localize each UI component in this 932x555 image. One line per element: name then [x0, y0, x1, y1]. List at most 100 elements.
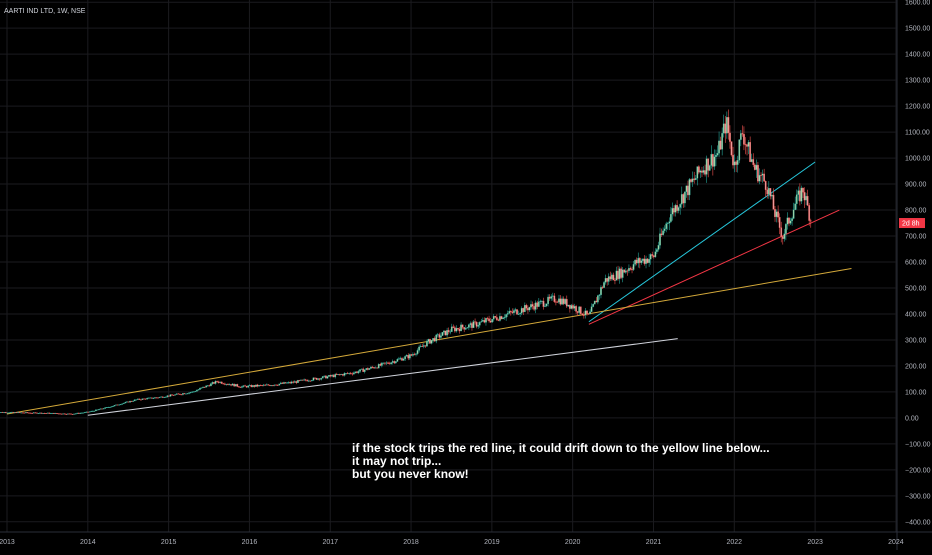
- candle-body: [718, 141, 719, 153]
- candle-body: [157, 398, 158, 399]
- candle-body: [673, 208, 674, 212]
- candle-body: [303, 380, 304, 381]
- candle-body: [7, 413, 8, 414]
- candle-body: [496, 317, 497, 319]
- y-tick-label: 700.00: [905, 234, 927, 241]
- candle-body: [224, 384, 225, 385]
- candle-body: [16, 412, 17, 413]
- candle-body: [14, 412, 15, 413]
- candle-body: [33, 413, 34, 414]
- candle-body: [644, 259, 645, 264]
- candle-body: [187, 393, 188, 394]
- candle-body: [384, 363, 385, 364]
- candle-body: [669, 222, 670, 224]
- candle-body: [417, 350, 418, 353]
- candle-body: [92, 411, 93, 412]
- candle-body: [403, 359, 404, 360]
- candle-body: [22, 413, 23, 414]
- candle-body: [349, 373, 350, 374]
- candle-body: [779, 217, 780, 227]
- candle-body: [123, 403, 124, 404]
- candle-body: [770, 188, 771, 196]
- candle-body: [55, 413, 56, 414]
- candle-body: [605, 278, 606, 282]
- candle-body: [720, 141, 721, 149]
- candle-body: [53, 413, 54, 414]
- candle-body: [218, 382, 219, 383]
- candle-body: [277, 385, 278, 386]
- candle-body: [715, 155, 716, 157]
- candle-body: [641, 261, 642, 263]
- candle-body: [676, 205, 677, 211]
- candle-body: [47, 413, 48, 414]
- candle-body: [165, 397, 166, 398]
- candle-body: [114, 405, 115, 406]
- candle-body: [230, 384, 231, 385]
- y-tick-label: 1100.00: [905, 130, 930, 137]
- candle-body: [485, 318, 486, 322]
- annotation-line-1: if the stock trips the red line, it coul…: [352, 441, 770, 455]
- candle-body: [555, 302, 556, 303]
- candle-body: [352, 374, 353, 375]
- candle-body: [801, 188, 802, 201]
- candle-body: [335, 374, 336, 377]
- candle-body: [61, 414, 62, 415]
- candle-body: [229, 384, 230, 385]
- candle-body: [586, 311, 587, 314]
- candle-body: [148, 398, 149, 399]
- candle-body: [774, 209, 775, 217]
- candle-body: [488, 319, 489, 321]
- candle-body: [546, 304, 547, 306]
- candle-body: [711, 154, 712, 165]
- candle-body: [117, 405, 118, 406]
- candle-body: [266, 385, 267, 386]
- candle-body: [146, 398, 147, 399]
- candle-body: [350, 373, 351, 374]
- annotation-line-2: it may not trip...: [352, 454, 441, 468]
- candle-body: [721, 133, 722, 149]
- candle-body: [418, 347, 419, 351]
- candle-body: [308, 381, 309, 382]
- candle-body: [656, 250, 657, 252]
- candle-body: [809, 205, 810, 220]
- candle-body: [658, 245, 659, 249]
- annotation-line-3: but you never know!: [352, 467, 469, 481]
- candle-body: [652, 254, 653, 255]
- candle-body: [541, 301, 542, 302]
- candle-body: [162, 397, 163, 398]
- candle-body: [305, 380, 306, 381]
- candle-body: [807, 196, 808, 205]
- candle-body: [749, 142, 750, 162]
- candle-body: [726, 117, 727, 133]
- candle-body: [694, 179, 695, 180]
- candle-body: [42, 413, 43, 414]
- candle-body: [115, 405, 116, 406]
- candle-body: [366, 368, 367, 369]
- candle-body: [703, 170, 704, 172]
- candle-body: [620, 269, 621, 278]
- candle-body: [355, 372, 356, 373]
- candle-body: [285, 382, 286, 383]
- candle-body: [170, 395, 171, 397]
- candle-body: [297, 380, 298, 383]
- candle-body: [293, 382, 294, 383]
- candle-body: [356, 372, 357, 373]
- candle-body: [763, 174, 764, 181]
- candle-body: [647, 259, 648, 263]
- candle-body: [261, 385, 262, 386]
- candle-body: [176, 394, 177, 395]
- candle-body: [395, 361, 396, 362]
- candle-body: [784, 234, 785, 239]
- y-tick-label: 400.00: [905, 311, 927, 318]
- candle-body: [608, 277, 609, 282]
- candle-body: [244, 386, 245, 387]
- candle-body: [600, 287, 601, 294]
- candle-body: [415, 354, 416, 355]
- candle-body: [499, 316, 500, 320]
- candle-body: [159, 397, 160, 398]
- candle-body: [603, 282, 604, 287]
- candle-body: [471, 323, 472, 327]
- candle-body: [19, 412, 20, 413]
- candle-body: [367, 368, 368, 369]
- candle-body: [624, 270, 625, 273]
